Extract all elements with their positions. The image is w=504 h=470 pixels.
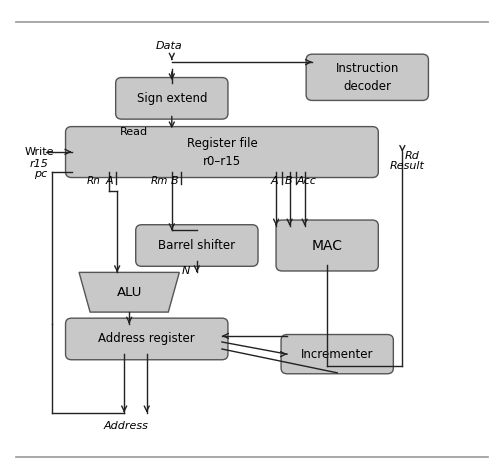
Text: ALU: ALU (116, 286, 142, 299)
Text: Register file
r0–r15: Register file r0–r15 (186, 137, 258, 168)
Text: Rd: Rd (405, 150, 420, 161)
Text: A: A (271, 176, 278, 186)
Text: r15: r15 (30, 159, 48, 169)
Text: Address: Address (103, 421, 148, 431)
FancyBboxPatch shape (306, 54, 428, 101)
Text: Data: Data (156, 41, 182, 51)
Text: B: B (284, 176, 292, 186)
Text: Rn: Rn (87, 176, 101, 186)
Text: Barrel shifter: Barrel shifter (158, 239, 235, 252)
Text: A: A (105, 176, 113, 186)
Text: MAC: MAC (311, 238, 343, 252)
Text: Rm: Rm (151, 176, 168, 186)
Text: N: N (181, 266, 190, 275)
Text: Sign extend: Sign extend (137, 92, 207, 105)
FancyBboxPatch shape (66, 318, 228, 360)
Text: pc: pc (34, 169, 47, 179)
Text: B: B (170, 176, 178, 186)
FancyBboxPatch shape (66, 126, 379, 178)
Text: Write: Write (24, 147, 54, 157)
Polygon shape (79, 273, 179, 312)
Text: Result: Result (390, 161, 425, 171)
FancyBboxPatch shape (276, 220, 379, 271)
Text: Instruction
decoder: Instruction decoder (336, 62, 399, 93)
Text: Incrementer: Incrementer (301, 348, 373, 360)
Text: Address register: Address register (98, 332, 195, 345)
FancyBboxPatch shape (281, 335, 393, 374)
FancyBboxPatch shape (136, 225, 258, 266)
Text: Acc: Acc (296, 176, 316, 186)
FancyBboxPatch shape (115, 78, 228, 119)
Text: Read: Read (120, 127, 148, 137)
